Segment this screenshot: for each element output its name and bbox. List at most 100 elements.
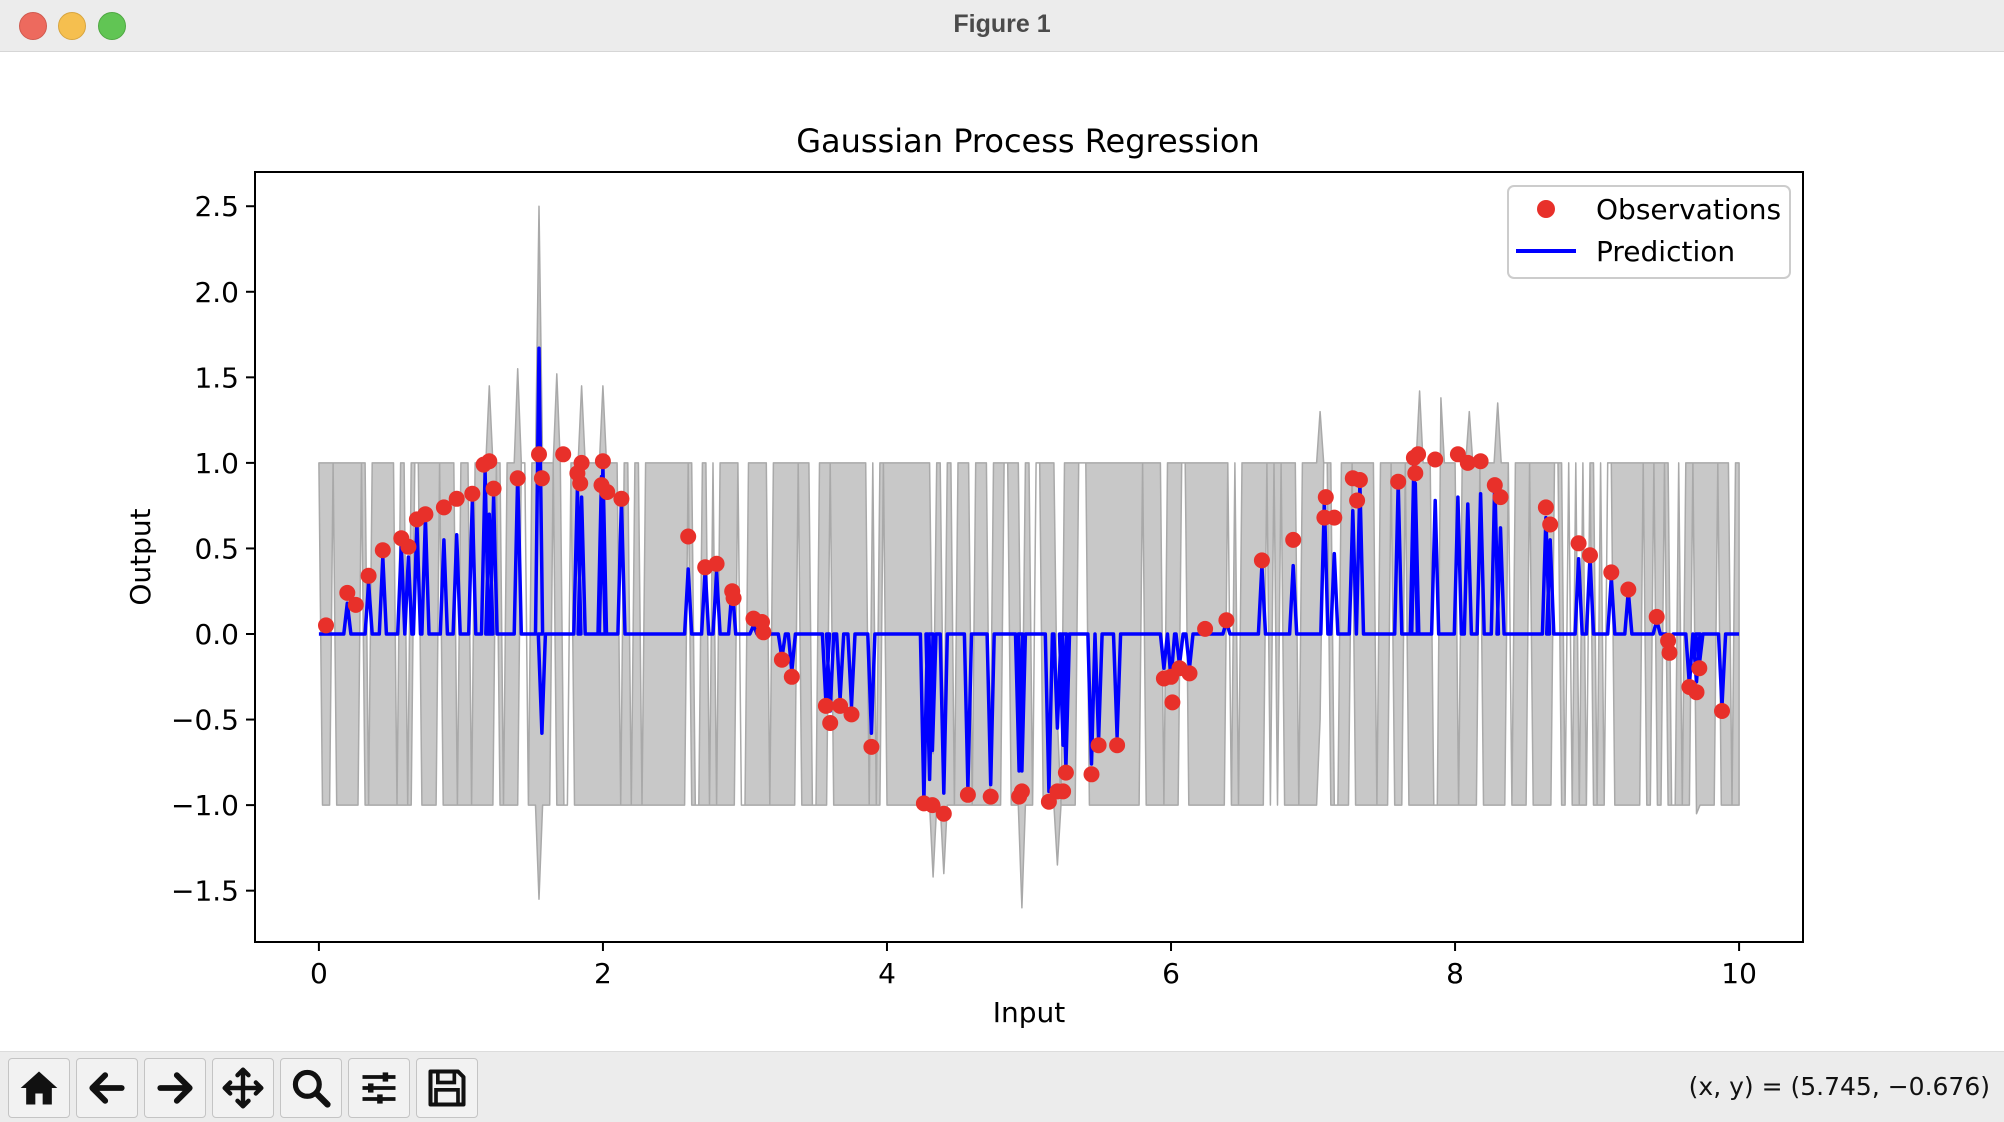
observation-point [1492, 489, 1509, 506]
observation-point [924, 797, 941, 814]
observation-point [1570, 535, 1587, 552]
gpr-chart[interactable]: Gaussian Process Regression 0 2 4 6 8 10 −1.5… [0, 52, 2004, 1051]
observation-point [1459, 454, 1476, 471]
x-axis-label: Input [993, 996, 1066, 1029]
observation-point [572, 475, 589, 492]
chart-title: Gaussian Process Regression [796, 122, 1260, 160]
home-button[interactable] [8, 1058, 70, 1118]
y-axis-label: Output [124, 508, 157, 605]
observation-point [573, 454, 590, 471]
figure-canvas[interactable]: Gaussian Process Regression 0 2 4 6 8 10 −1.5… [0, 52, 2004, 1051]
observation-point [1486, 477, 1503, 494]
observation-point [1714, 703, 1730, 719]
observation-point [481, 453, 498, 470]
y-tick-label: −1.0 [171, 789, 239, 822]
y-tick-label: −0.5 [171, 704, 239, 737]
legend-observations-label: Observations [1596, 193, 1781, 226]
observation-point [599, 484, 616, 500]
observation-point [1317, 489, 1334, 506]
observation-point [347, 596, 364, 613]
observation-point [1351, 472, 1368, 488]
x-tick-label: 10 [1721, 957, 1757, 990]
observation-point [1407, 465, 1424, 482]
observation-point [1057, 764, 1074, 781]
legend-observations-marker [1537, 200, 1555, 218]
observation-point [360, 567, 377, 584]
floppy-disk-icon [428, 1069, 466, 1107]
maximize-window-button[interactable] [98, 12, 126, 40]
observation-point [935, 805, 952, 822]
move-icon [222, 1067, 264, 1109]
observation-point [1197, 620, 1214, 637]
observation-point [832, 697, 849, 714]
observation-point [1164, 694, 1181, 711]
observation-point [1013, 783, 1030, 800]
observation-point [485, 480, 502, 497]
arrow-left-icon [89, 1072, 125, 1104]
observation-point [435, 499, 452, 516]
window-titlebar: Figure 1 [0, 0, 2004, 52]
observation-point [1218, 612, 1235, 629]
y-tick-label: −1.5 [171, 875, 239, 908]
observation-point [783, 668, 800, 685]
pan-button[interactable] [212, 1058, 274, 1118]
observation-point [1427, 451, 1444, 468]
observation-point [1691, 660, 1708, 677]
observation-point [1648, 608, 1665, 625]
observation-point [555, 446, 572, 463]
legend-box [1507, 185, 1791, 279]
save-button[interactable] [416, 1058, 478, 1118]
sliders-icon [362, 1072, 396, 1104]
prediction-line [318, 346, 1740, 802]
observation-point [1410, 446, 1427, 463]
observation-point [1537, 499, 1554, 516]
observation-point [822, 715, 839, 731]
y-tick-label: 2.0 [194, 276, 239, 309]
observation-point [680, 528, 697, 545]
x-tick-label: 8 [1446, 957, 1464, 990]
observation-point [594, 453, 611, 470]
plot-frame [254, 171, 1804, 943]
y-tick-label: 0.0 [194, 618, 239, 651]
observation-point [374, 542, 391, 559]
minimize-window-button[interactable] [58, 12, 86, 40]
x-tick-label: 6 [1162, 957, 1180, 990]
observation-point [1661, 644, 1678, 661]
observation-point [1603, 564, 1620, 581]
observation-point [1582, 547, 1598, 564]
arrow-right-icon [157, 1072, 193, 1104]
uncertainty-band [318, 205, 1740, 909]
observation-point [708, 555, 725, 572]
observation-point [982, 788, 999, 805]
magnifier-icon [292, 1069, 331, 1108]
zoom-button[interactable] [280, 1058, 342, 1118]
home-icon [20, 1071, 58, 1105]
observation-point [1620, 581, 1637, 598]
observation-point [1660, 632, 1677, 649]
cursor-coordinates: (x, y) = (5.745, −0.676) [1688, 1072, 1990, 1101]
observation-point [1090, 737, 1107, 754]
back-button[interactable] [76, 1058, 138, 1118]
observation-point [613, 490, 630, 507]
observation-point [1390, 473, 1407, 490]
observation-point [400, 538, 417, 555]
configure-subplots-button[interactable] [348, 1058, 410, 1118]
observation-point [417, 506, 434, 523]
observation-point [1326, 509, 1343, 526]
observation-point [817, 697, 834, 714]
observation-point [318, 617, 334, 634]
x-tick-label: 4 [878, 957, 896, 990]
observation-point [1688, 684, 1705, 701]
observation-point [1542, 516, 1559, 533]
observation-point [1181, 665, 1198, 682]
navigation-toolbar: (x, y) = (5.745, −0.676) [0, 1051, 2004, 1122]
forward-button[interactable] [144, 1058, 206, 1118]
legend-prediction-label: Prediction [1596, 235, 1735, 268]
observation-point [1285, 531, 1302, 548]
y-tick-label: 1.0 [194, 447, 239, 480]
observation-point [533, 470, 550, 487]
observation-point [1472, 453, 1489, 470]
close-window-button[interactable] [19, 12, 47, 40]
observation-point [531, 446, 547, 463]
observation-point [1253, 552, 1270, 569]
